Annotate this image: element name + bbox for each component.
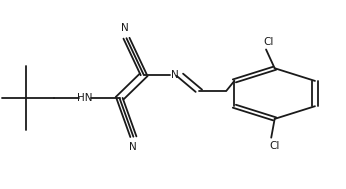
Text: N: N — [171, 70, 179, 80]
Text: Cl: Cl — [264, 37, 274, 47]
Text: N: N — [121, 23, 129, 33]
Text: HN: HN — [78, 93, 93, 103]
Text: N: N — [129, 142, 137, 152]
Text: Cl: Cl — [270, 141, 280, 150]
